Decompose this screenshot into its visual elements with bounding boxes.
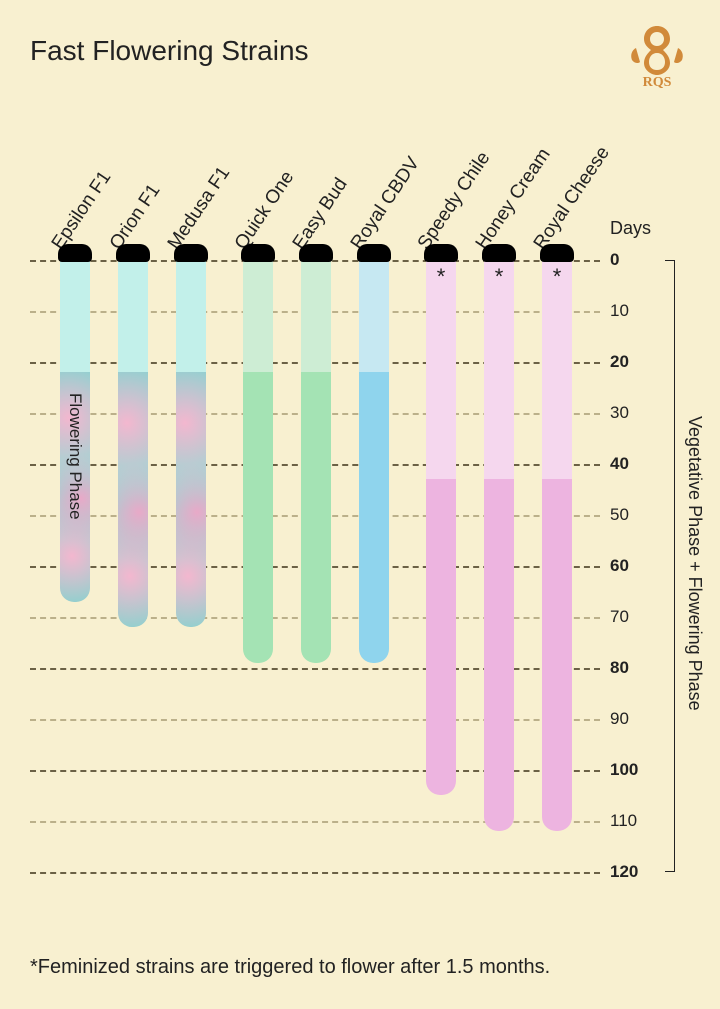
- bar-veg-phase: [301, 260, 331, 372]
- brand-logo: RQS: [622, 20, 692, 90]
- bar-veg-phase: [542, 260, 572, 479]
- bar-cap: [174, 244, 208, 262]
- y-axis-label: 110: [610, 811, 637, 831]
- bar-flower-phase: [359, 372, 389, 663]
- bar-veg-phase: [484, 260, 514, 479]
- bar-flower-phase: [301, 372, 331, 663]
- svg-text:RQS: RQS: [643, 75, 672, 90]
- y-axis-label: 120: [610, 862, 638, 882]
- y-axis-label: 40: [610, 454, 629, 474]
- grid-line: [30, 668, 600, 670]
- bar-flower-phase: [243, 372, 273, 663]
- bar-cap: [299, 244, 333, 262]
- strain-label: Orion F1: [106, 180, 166, 254]
- y-axis-label: 30: [610, 403, 629, 423]
- bar-veg-phase: [359, 260, 389, 372]
- asterisk-icon: *: [495, 264, 504, 290]
- y-axis-label: 60: [610, 556, 629, 576]
- bar-cap: [58, 244, 92, 262]
- bar-veg-phase: [60, 260, 90, 372]
- y-axis-label: 70: [610, 607, 629, 627]
- bar-veg-phase: [176, 260, 206, 372]
- bar-veg-phase: [118, 260, 148, 372]
- bar-cap: [116, 244, 150, 262]
- footnote: *Feminized strains are triggered to flow…: [30, 956, 550, 979]
- bar-flower-phase: [176, 372, 206, 627]
- y-axis-label: 50: [610, 505, 629, 525]
- bar-flower-phase: [118, 372, 148, 627]
- bar-veg-phase: [243, 260, 273, 372]
- y-axis-label: 10: [610, 301, 629, 321]
- strain-label: Easy Bud: [289, 174, 353, 254]
- grid-line: [30, 821, 600, 823]
- bar-flower-phase: [426, 479, 456, 795]
- grid-line: [30, 719, 600, 721]
- y-axis-title: Days: [610, 218, 651, 239]
- bar-cap: [241, 244, 275, 262]
- bar-flower-phase: [542, 479, 572, 831]
- y-axis-label: 90: [610, 709, 629, 729]
- y-axis-label: 100: [610, 760, 638, 780]
- y-axis-label: 80: [610, 658, 629, 678]
- strain-label: Medusa F1: [164, 163, 235, 254]
- bar-cap: [424, 244, 458, 262]
- y-axis-label: 0: [610, 250, 619, 270]
- asterisk-icon: *: [553, 264, 562, 290]
- chart: Days 0102030405060708090100110120Vegetat…: [30, 260, 630, 900]
- y-axis-label: 20: [610, 352, 629, 372]
- asterisk-icon: *: [437, 264, 446, 290]
- bar-cap: [482, 244, 516, 262]
- bar-cap: [540, 244, 574, 262]
- bar-cap: [357, 244, 391, 262]
- strain-label: Royal CBDV: [347, 153, 425, 254]
- bar-veg-phase: [426, 260, 456, 479]
- grid-line: [30, 872, 600, 874]
- grid-line: [30, 770, 600, 772]
- bar-flower-phase: [484, 479, 514, 831]
- page-title: Fast Flowering Strains: [30, 35, 309, 67]
- flowering-phase-label: Flowering Phase: [65, 393, 85, 520]
- phase-bracket: [665, 260, 675, 872]
- phase-label: Vegetative Phase + Flowering Phase: [684, 416, 705, 711]
